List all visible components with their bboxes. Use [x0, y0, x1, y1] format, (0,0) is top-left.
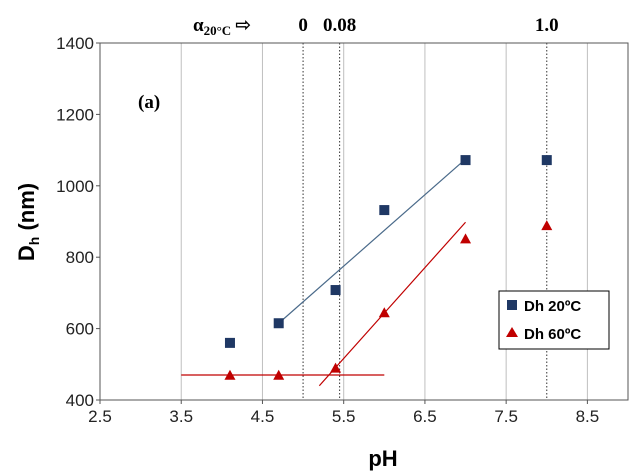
data-point-dh-20: [224, 337, 235, 348]
y-tick-label: 1400: [56, 34, 94, 53]
data-point-dh-60: [378, 307, 390, 318]
data-point-dh-60: [224, 369, 236, 380]
data-point-dh-60: [330, 362, 342, 373]
alpha-arrow-icon: ⇨: [235, 14, 251, 36]
data-point-dh-60: [460, 233, 472, 244]
x-tick-label: 7.5: [494, 407, 518, 426]
data-point-dh-20: [541, 155, 552, 166]
data-point-dh-20: [330, 285, 341, 296]
alpha-label: α20°C ⇨: [193, 14, 251, 38]
y-tick-label: 1200: [56, 105, 94, 124]
x-tick-label: 4.5: [251, 407, 275, 426]
y-tick-labels: 400 600 800 1000 1200 1400: [56, 34, 100, 410]
vertical-marker-label: 1.0: [535, 15, 559, 36]
y-tick-label: 600: [66, 320, 94, 339]
y-tick-label: 400: [66, 391, 94, 410]
legend-marker-dh-20: [507, 300, 517, 310]
data-points: [224, 155, 553, 380]
data-point-dh-60: [273, 369, 285, 380]
x-axis-title: pH: [368, 446, 397, 471]
x-tick-label: 5.5: [332, 407, 356, 426]
alpha-symbol: α: [193, 15, 204, 36]
vertical-marker-label: 0: [298, 15, 308, 36]
x-tick-labels: 2.5 3.5 4.5 5.5 6.5 7.5 8.5: [88, 400, 599, 426]
y-tick-label: 800: [66, 248, 94, 267]
y-axis-title-unit: (nm): [14, 183, 39, 237]
data-point-dh-20: [273, 318, 284, 329]
x-tick-label: 6.5: [413, 407, 437, 426]
legend: Dh 20ºC Dh 60ºC: [498, 290, 610, 350]
legend-label-dh-60: Dh 60ºC: [524, 326, 581, 343]
vertical-marker-label: 0.08: [323, 15, 356, 36]
data-point-dh-60: [541, 220, 553, 231]
panel-label: (a): [138, 92, 160, 113]
trend-lines: [181, 158, 466, 387]
trend-line: [278, 158, 466, 324]
x-tick-label: 2.5: [88, 407, 112, 426]
trend-line: [318, 221, 466, 387]
vertical-markers: 0 0.08 1.0: [298, 15, 559, 400]
legend-box: [498, 290, 610, 350]
y-axis-title-sub: h: [26, 237, 42, 246]
data-point-dh-20: [379, 205, 390, 216]
y-axis-title-main: D: [14, 245, 39, 261]
x-tick-label: 3.5: [169, 407, 193, 426]
grid: [180, 43, 588, 400]
data-point-dh-20: [460, 155, 471, 166]
legend-label-dh-20: Dh 20ºC: [524, 298, 581, 315]
x-tick-label: 8.5: [576, 407, 600, 426]
legend-marker-dh-60: [506, 327, 518, 337]
y-tick-label: 1000: [56, 177, 94, 196]
alpha-subscript: 20°C: [204, 23, 232, 38]
y-axis-title: Dh (nm): [14, 183, 42, 261]
plot-frame: [99, 42, 629, 401]
